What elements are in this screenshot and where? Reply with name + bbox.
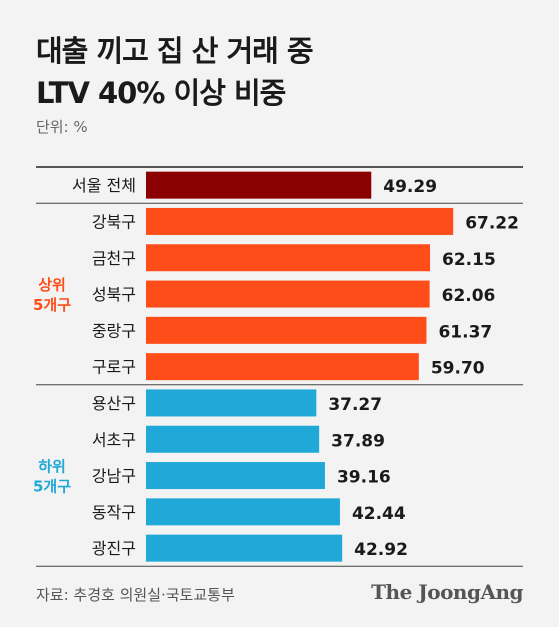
bar (146, 207, 454, 235)
category-label: 용산구 (92, 394, 136, 413)
group-label-line1: 하위 (38, 458, 66, 476)
value-label: 67.22 (465, 213, 519, 233)
category-label: 구로구 (92, 358, 136, 377)
bar (146, 171, 372, 199)
bar (146, 389, 317, 417)
bar (146, 280, 430, 308)
category-label: 동작구 (92, 503, 136, 522)
value-label: 42.92 (354, 540, 408, 560)
chart-title: 대출 끼고 집 산 거래 중 LTV 40% 이상 비중 (36, 30, 314, 114)
value-label: 49.29 (383, 177, 437, 197)
brand-logo: The JoongAng (371, 580, 523, 604)
source-text: 자료: 추경호 의원실·국토교통부 (36, 586, 235, 604)
chart-title-line2: LTV 40% 이상 비중 (36, 76, 286, 110)
category-label: 서초구 (92, 430, 136, 449)
value-label: 61.37 (438, 322, 492, 342)
bar (146, 353, 419, 381)
bar (146, 462, 325, 490)
value-label: 59.70 (431, 359, 485, 379)
bar (146, 498, 340, 526)
value-label: 37.89 (331, 431, 385, 451)
value-label: 37.27 (328, 395, 382, 415)
value-label: 62.15 (442, 250, 496, 270)
chart-title-line1: 대출 끼고 집 산 거래 중 (36, 34, 314, 68)
category-label: 금천구 (92, 249, 136, 268)
bar (146, 244, 431, 272)
value-label: 62.06 (442, 286, 496, 306)
unit-label: 단위: % (36, 118, 88, 136)
group-label-line2: 5개구 (33, 478, 71, 496)
bar (146, 534, 343, 562)
category-label: 성북구 (92, 285, 136, 304)
category-label: 광진구 (92, 539, 136, 558)
category-label: 서울 전체 (72, 176, 136, 195)
bar (146, 425, 320, 453)
group-label-line1: 상위 (38, 276, 66, 294)
category-label: 강남구 (92, 467, 136, 486)
bar (146, 316, 427, 344)
value-label: 39.16 (337, 468, 391, 488)
value-label: 42.44 (352, 504, 406, 524)
category-label: 중랑구 (92, 321, 136, 340)
group-label-line2: 5개구 (33, 296, 71, 314)
category-label: 강북구 (92, 212, 136, 231)
